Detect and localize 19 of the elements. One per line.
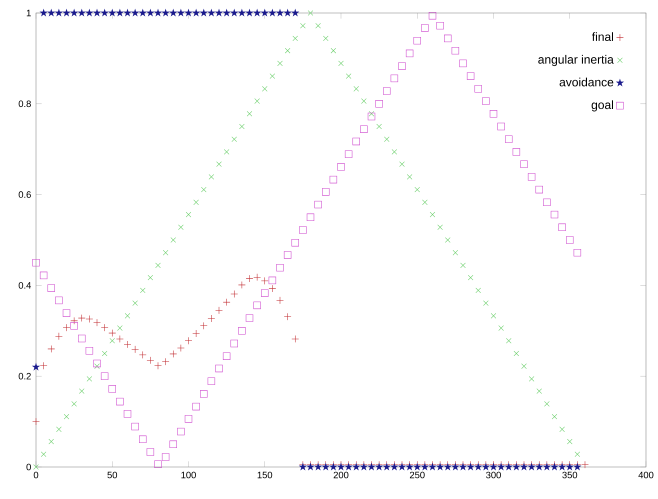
x-tick-label: 300: [486, 472, 501, 478]
x-tick-label: 400: [638, 472, 654, 478]
x-tick-label: 0: [34, 472, 38, 478]
legend-label: final: [592, 32, 614, 42]
y-tick-label: 0.4: [18, 282, 32, 289]
x-tick-label: 200: [334, 472, 348, 478]
y-tick-label: 0.2: [18, 372, 31, 380]
y-tick-label: 0: [26, 464, 31, 470]
legend-label: avoidance: [560, 78, 614, 86]
x-tick-label: 50: [107, 472, 118, 478]
y-tick-label: 0.6: [18, 191, 31, 198]
x-tick-label: 100: [181, 472, 196, 478]
x-tick-label: 250: [410, 472, 425, 478]
x-tick-label: 150: [258, 472, 272, 478]
y-tick-label: 1: [26, 10, 31, 16]
y-tick-label: 0.8: [18, 100, 31, 108]
x-tick-label: 350: [562, 472, 578, 478]
legend-label: angular inertia: [538, 54, 614, 66]
legend-label: goal: [592, 100, 614, 112]
